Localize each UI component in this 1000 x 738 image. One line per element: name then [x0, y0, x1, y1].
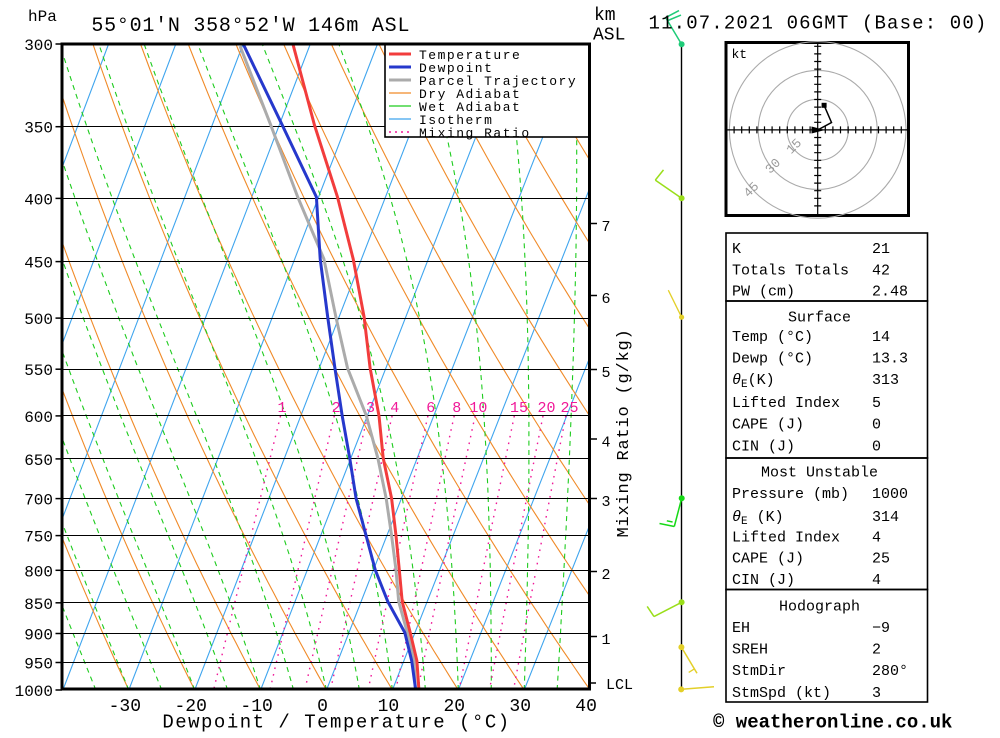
svg-text:700: 700 [24, 492, 53, 510]
svg-text:850: 850 [24, 596, 53, 614]
svg-text:hPa: hPa [28, 8, 57, 26]
svg-text:θE(K): θE(K) [732, 372, 775, 391]
svg-text:650: 650 [24, 452, 53, 470]
svg-text:Lifted Index: Lifted Index [732, 530, 840, 547]
svg-text:750: 750 [24, 529, 53, 547]
svg-text:Hodograph: Hodograph [779, 599, 860, 616]
svg-text:450: 450 [24, 255, 53, 273]
svg-text:5: 5 [602, 365, 611, 382]
svg-text:LCL: LCL [606, 677, 633, 694]
svg-text:11.07.2021 06GMT (Base: 00): 11.07.2021 06GMT (Base: 00) [649, 13, 988, 35]
svg-text:950: 950 [24, 656, 53, 674]
svg-text:900: 900 [24, 627, 53, 645]
svg-text:−9: −9 [872, 620, 890, 637]
svg-text:3: 3 [602, 494, 611, 511]
svg-text:Wet Adiabat: Wet Adiabat [419, 100, 521, 115]
svg-text:K: K [732, 241, 741, 258]
svg-text:CAPE (J): CAPE (J) [732, 417, 804, 434]
svg-text:EH: EH [732, 620, 750, 637]
svg-text:θE (K): θE (K) [732, 509, 784, 528]
svg-text:21: 21 [872, 241, 890, 258]
svg-text:1: 1 [602, 632, 611, 649]
svg-text:ASL: ASL [593, 26, 625, 46]
svg-text:Lifted Index: Lifted Index [732, 395, 840, 412]
svg-text:25: 25 [872, 551, 890, 568]
svg-text:Temperature: Temperature [419, 48, 521, 63]
svg-text:Temp (°C): Temp (°C) [732, 329, 813, 346]
svg-text:400: 400 [24, 191, 53, 209]
svg-text:Parcel Trajectory: Parcel Trajectory [419, 74, 577, 89]
svg-text:500: 500 [24, 311, 53, 329]
svg-text:40: 40 [575, 697, 597, 717]
svg-text:313: 313 [872, 372, 899, 389]
svg-text:SREH: SREH [732, 642, 768, 659]
svg-text:Totals Totals: Totals Totals [732, 263, 849, 280]
svg-text:20: 20 [443, 697, 465, 717]
svg-text:StmSpd (kt): StmSpd (kt) [732, 685, 831, 702]
svg-text:0: 0 [872, 417, 881, 434]
svg-text:550: 550 [24, 362, 53, 380]
svg-text:800: 800 [24, 563, 53, 581]
svg-text:3: 3 [872, 685, 881, 702]
svg-text:-10: -10 [240, 697, 272, 717]
svg-text:0: 0 [317, 697, 328, 717]
svg-text:Dewpoint / Temperature (°C): Dewpoint / Temperature (°C) [162, 712, 510, 734]
svg-text:7: 7 [602, 219, 611, 236]
svg-text:kt: kt [732, 47, 748, 62]
svg-text:600: 600 [24, 409, 53, 427]
svg-text:55°01'N 358°52'W 146m ASL: 55°01'N 358°52'W 146m ASL [91, 15, 410, 38]
svg-text:350: 350 [24, 120, 53, 138]
svg-text:8: 8 [452, 400, 461, 417]
svg-text:CIN (J): CIN (J) [732, 439, 795, 456]
svg-text:© weatheronline.co.uk: © weatheronline.co.uk [713, 712, 952, 734]
svg-text:10: 10 [469, 400, 487, 417]
svg-text:km: km [594, 6, 616, 26]
svg-text:4: 4 [872, 530, 881, 547]
svg-text:25: 25 [560, 400, 578, 417]
svg-text:Dry Adiabat: Dry Adiabat [419, 87, 521, 102]
svg-text:StmDir: StmDir [732, 663, 786, 680]
svg-text:10: 10 [378, 697, 400, 717]
svg-text:5: 5 [872, 395, 881, 412]
svg-text:6: 6 [602, 291, 611, 308]
svg-text:-30: -30 [109, 697, 141, 717]
svg-text:Pressure (mb): Pressure (mb) [732, 486, 849, 503]
svg-text:-20: -20 [174, 697, 206, 717]
svg-text:Dewp (°C): Dewp (°C) [732, 351, 813, 368]
svg-text:1: 1 [277, 400, 286, 417]
svg-text:Most Unstable: Most Unstable [761, 464, 878, 481]
svg-text:42: 42 [872, 263, 890, 280]
svg-text:4: 4 [602, 435, 611, 452]
svg-text:2.48: 2.48 [872, 284, 908, 301]
svg-text:300: 300 [24, 37, 53, 55]
svg-text:2: 2 [602, 567, 611, 584]
svg-text:Dewpoint: Dewpoint [419, 61, 493, 76]
svg-text:Surface: Surface [788, 310, 851, 327]
svg-text:20: 20 [537, 400, 555, 417]
svg-text:Mixing Ratio: Mixing Ratio [419, 126, 531, 141]
svg-text:Mixing Ratio (g/kg): Mixing Ratio (g/kg) [615, 328, 634, 537]
svg-text:15: 15 [510, 400, 528, 417]
svg-text:PW (cm): PW (cm) [732, 284, 795, 301]
svg-text:30: 30 [509, 697, 531, 717]
svg-text:1000: 1000 [15, 683, 53, 701]
svg-text:314: 314 [872, 509, 899, 526]
svg-text:4: 4 [390, 400, 399, 417]
svg-text:4: 4 [872, 572, 881, 589]
svg-text:CAPE (J): CAPE (J) [732, 551, 804, 568]
svg-text:Isotherm: Isotherm [419, 113, 493, 128]
svg-text:0: 0 [872, 439, 881, 456]
svg-text:6: 6 [426, 400, 435, 417]
svg-text:CIN (J): CIN (J) [732, 572, 795, 589]
svg-text:2: 2 [872, 642, 881, 659]
svg-text:280°: 280° [872, 663, 908, 680]
svg-text:14: 14 [872, 329, 890, 346]
svg-text:3: 3 [366, 400, 375, 417]
svg-text:2: 2 [332, 400, 341, 417]
svg-text:13.3: 13.3 [872, 351, 908, 368]
svg-text:1000: 1000 [872, 486, 908, 503]
